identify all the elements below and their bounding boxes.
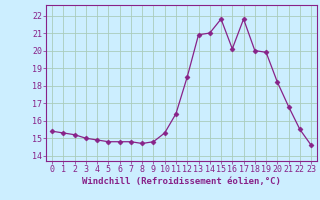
X-axis label: Windchill (Refroidissement éolien,°C): Windchill (Refroidissement éolien,°C) <box>82 177 281 186</box>
